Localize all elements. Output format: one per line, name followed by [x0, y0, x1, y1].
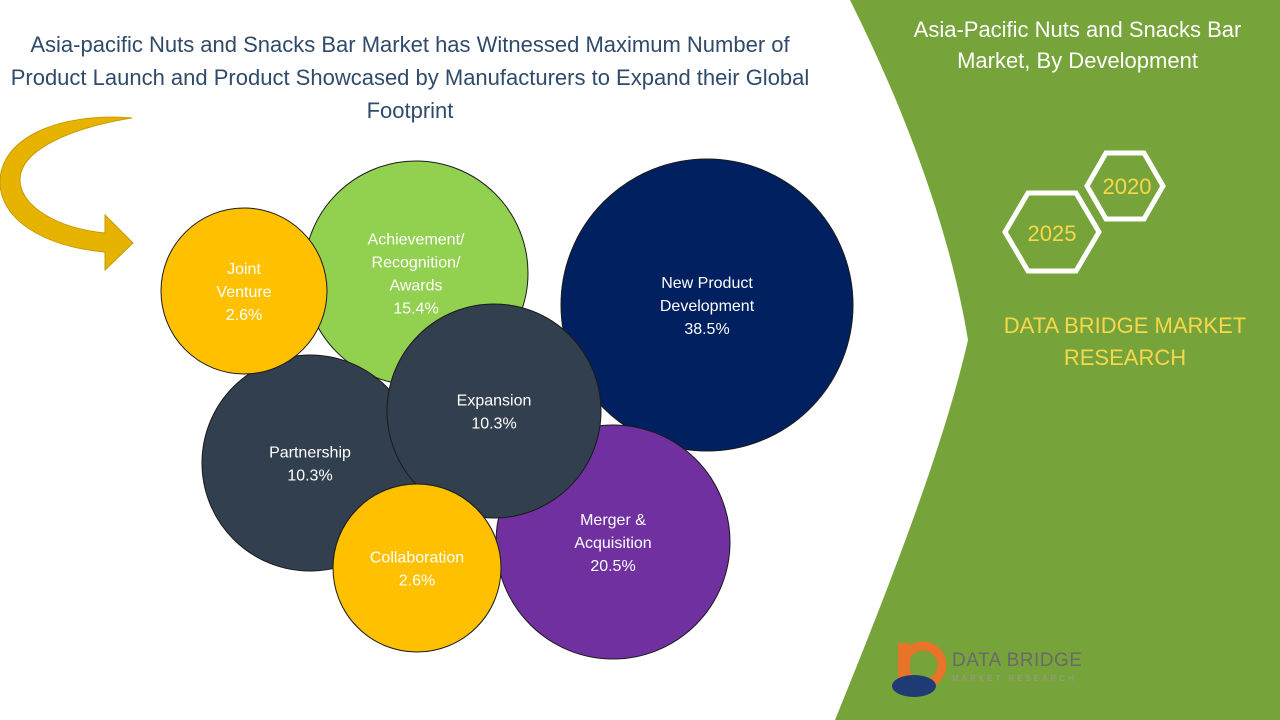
bubble-category-label: Partnership	[269, 445, 351, 462]
bubble-category-label: Awards	[389, 278, 442, 295]
bubble-category-label: Recognition/	[372, 255, 462, 272]
side-panel-title: Asia-Pacific Nuts and Snacks Bar Market,…	[913, 17, 1242, 73]
brand-name: DATA BRIDGE MARKET RESEARCH	[1003, 313, 1247, 370]
data-bridge-logo-icon	[892, 641, 947, 697]
bubble-collaboration: Collaboration 2.6%	[332, 483, 502, 653]
logo-subtitle: MARKET RESEARCH	[952, 674, 1077, 683]
bubble-value-label: 2.6%	[399, 573, 435, 590]
bubble-category-label: Collaboration	[370, 550, 464, 567]
bubble-circle	[386, 303, 602, 519]
bubble-expansion: Expansion 10.3%	[386, 303, 602, 519]
bubble-value-label: 38.5%	[684, 321, 729, 338]
year-start: 2020	[1103, 174, 1152, 199]
bubble-new-product-development: New Product Development 38.5%	[560, 158, 854, 452]
bubble-category-label: Venture	[216, 284, 271, 301]
bubble-circle	[160, 207, 328, 375]
bubble-category-label: New Product	[661, 275, 753, 292]
bubble-circle	[332, 483, 502, 653]
hexagon-2025-icon	[1002, 190, 1102, 274]
curved-arrow-icon	[0, 116, 134, 272]
logo-wordmark: DATA BRIDGE	[952, 650, 1083, 671]
page-title: Asia-pacific Nuts and Snacks Bar Market …	[10, 32, 810, 123]
bubble-value-label: 20.5%	[590, 558, 635, 575]
hexagon-2020-icon	[1084, 150, 1166, 222]
bubble-category-label: Joint	[227, 261, 261, 278]
green-panel-shape	[835, 0, 1280, 720]
bubble-joint-venture: Joint Venture 2.6%	[160, 207, 328, 375]
bubble-category-label: Expansion	[457, 393, 532, 410]
bubble-value-label: 10.3%	[287, 468, 332, 485]
bubble-category-label: Achievement/	[368, 232, 465, 249]
bubble-category-label: Acquisition	[574, 535, 651, 552]
year-end: 2025	[1028, 221, 1077, 246]
bubble-category-label: Development	[660, 298, 755, 315]
bubble-circle	[560, 158, 854, 452]
bubble-value-label: 10.3%	[471, 416, 516, 433]
bubble-category-label: Merger &	[580, 512, 646, 529]
bubble-value-label: 2.6%	[226, 307, 262, 324]
bubble-value-label: 15.4%	[393, 301, 438, 318]
